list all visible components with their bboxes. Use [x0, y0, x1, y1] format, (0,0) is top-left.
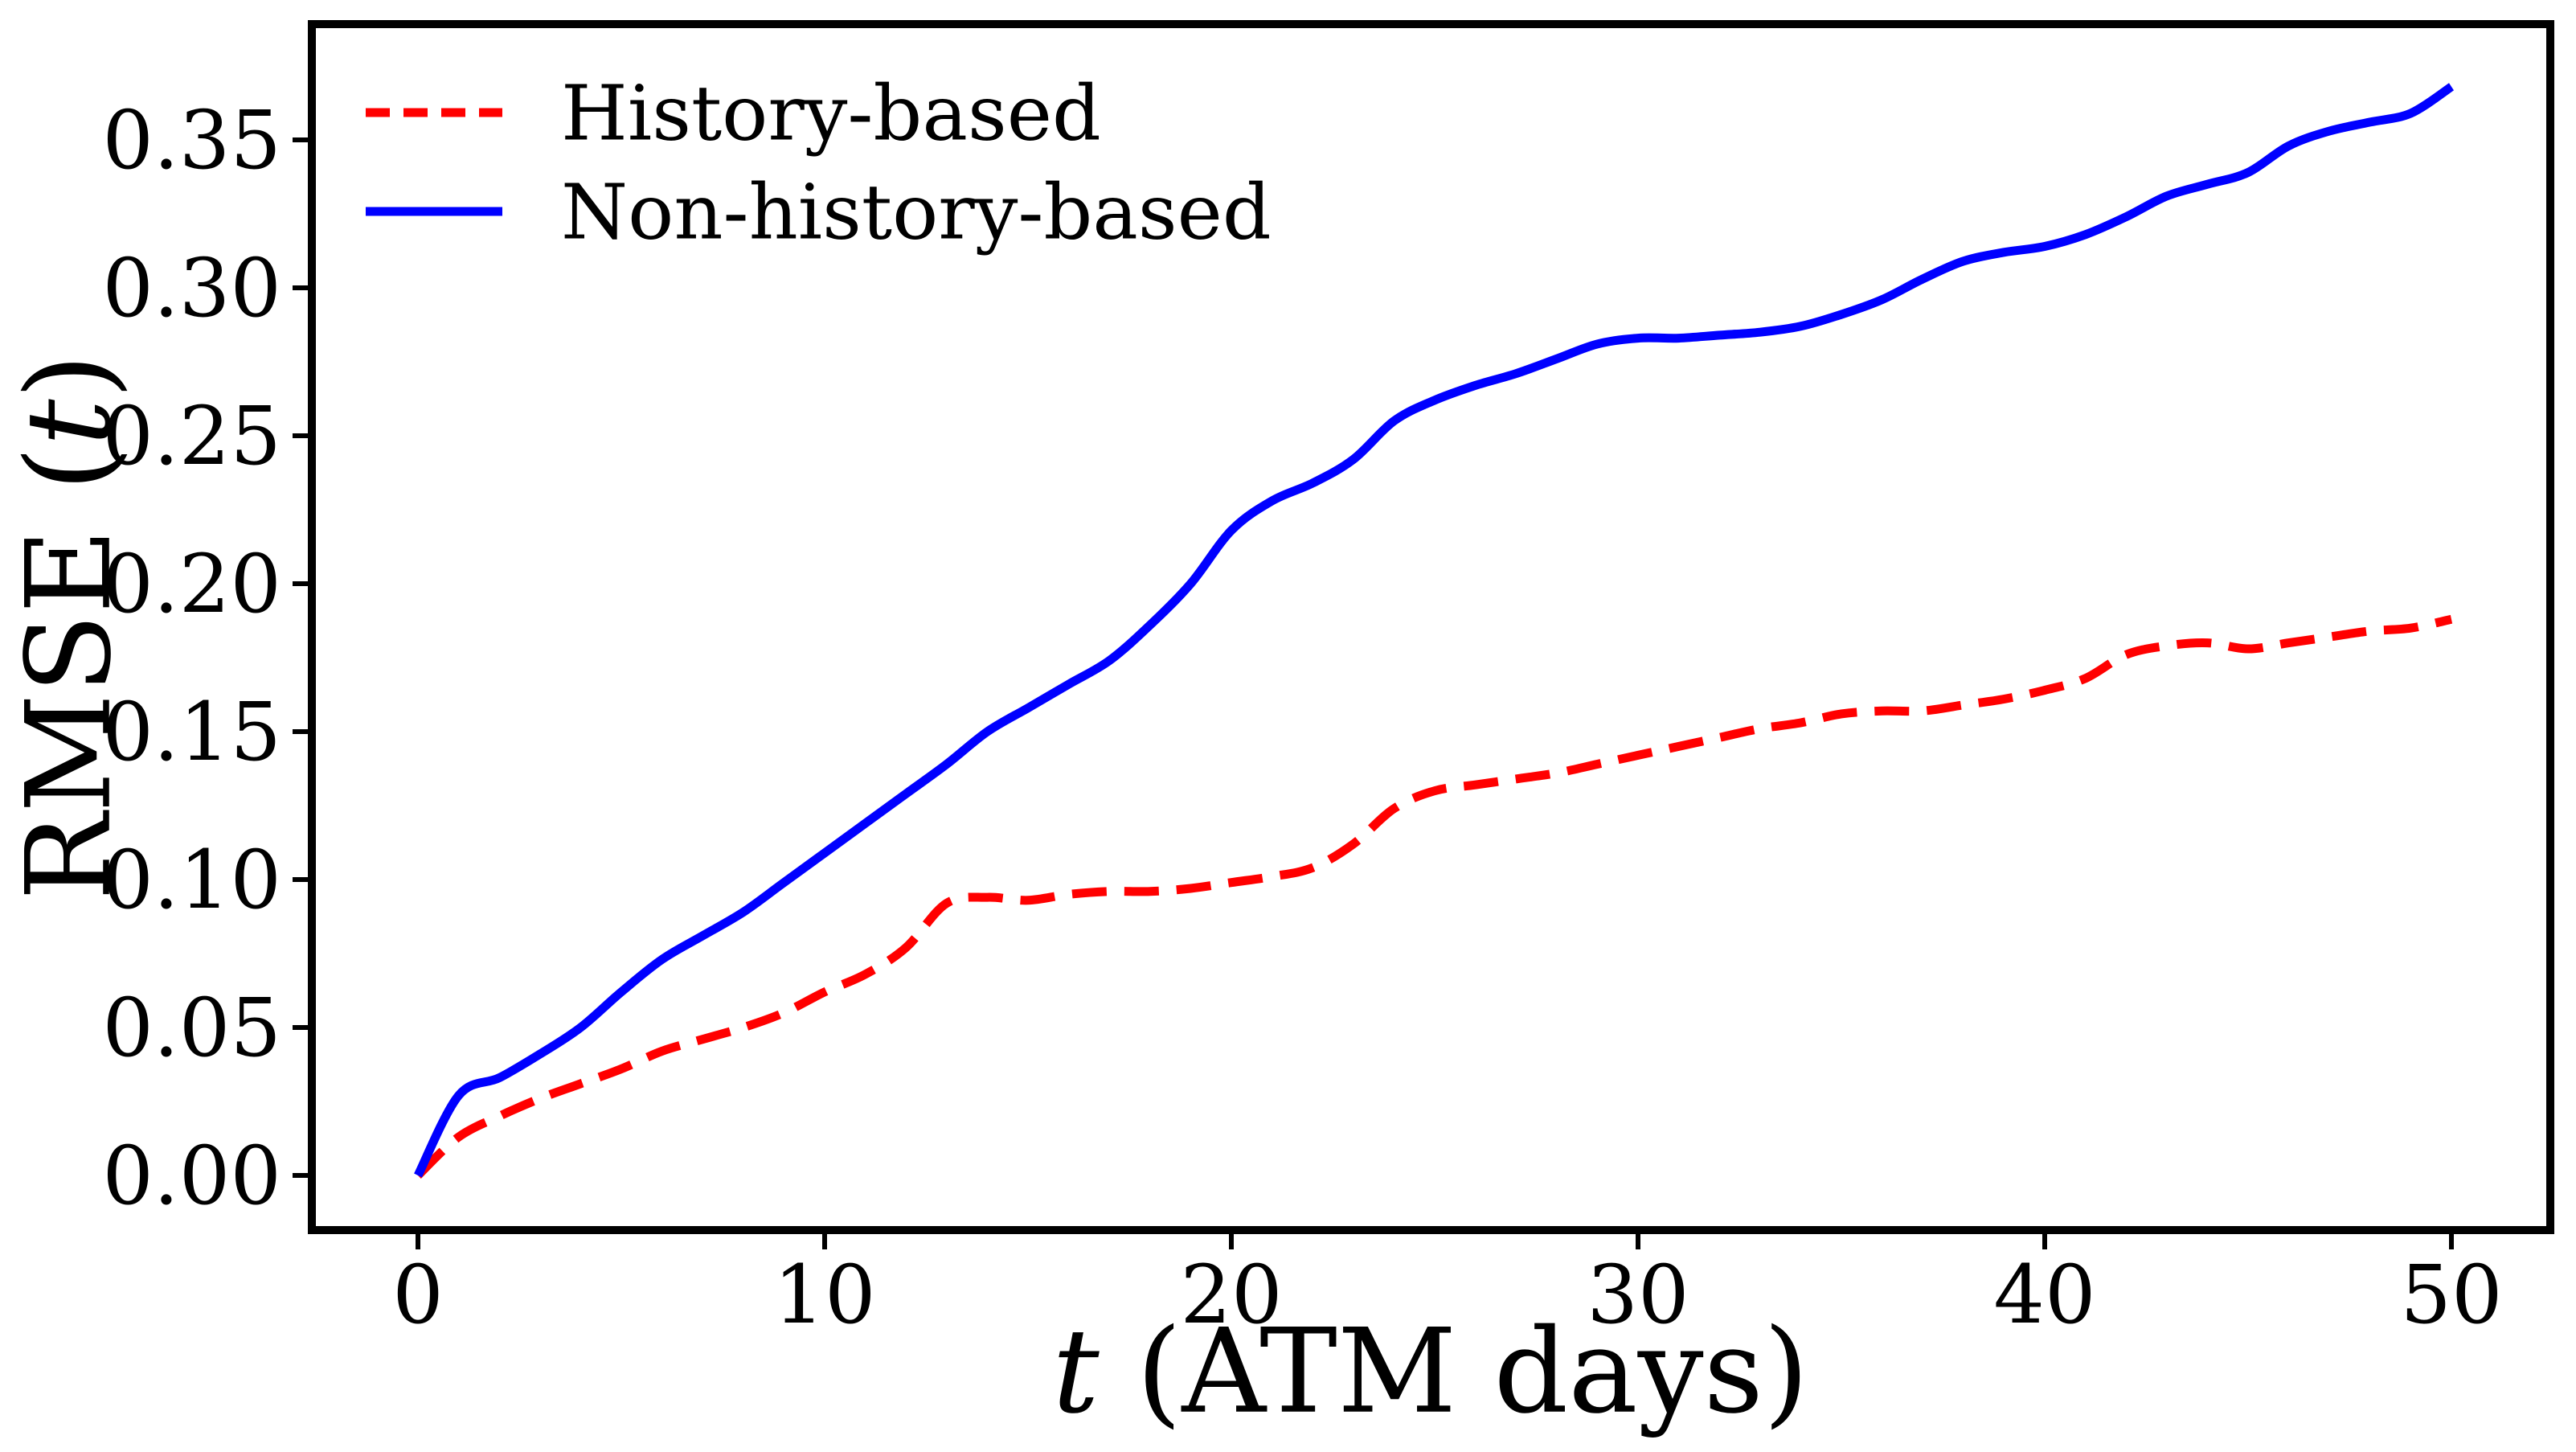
x-axis-label: t (ATM days) — [1052, 1304, 1808, 1440]
history-based-line — [415, 614, 2453, 1179]
y-axis-ticks: 0.00 0.05 0.10 0.15 0.20 0.25 0.30 0.35 — [102, 93, 309, 1223]
x-tick-label-30: 30 — [1587, 1248, 1689, 1342]
x-axis-ticks: 0 10 20 30 40 50 — [392, 1233, 2503, 1342]
x-axis-label-suffix: (ATM days) — [1100, 1304, 1809, 1440]
y-tick-label-0.20: 0.20 — [102, 537, 281, 631]
y-tick-label-0.25: 0.25 — [102, 389, 281, 483]
x-tick-label-0: 0 — [392, 1248, 444, 1342]
y-axis-label-suffix: ) — [2, 354, 137, 400]
y-tick-label-0.05: 0.05 — [102, 981, 281, 1075]
legend-label-history-based: History-based — [561, 69, 1101, 158]
y-tick-label-0.00: 0.00 — [102, 1129, 281, 1223]
y-axis-label: RMSE (t) — [2, 354, 137, 900]
legend-label-non-history-based: Non-history-based — [561, 168, 1272, 256]
y-tick-label-0.15: 0.15 — [102, 685, 281, 779]
non-history-based-line — [414, 83, 2455, 1178]
axes-spines — [308, 20, 2554, 1234]
x-axis-label-variable: t — [1052, 1304, 1100, 1440]
x-tick-label-10: 10 — [773, 1248, 875, 1342]
y-tick-label-0.30: 0.30 — [102, 241, 281, 335]
x-tick-label-40: 40 — [1993, 1248, 2095, 1342]
x-tick-label-20: 20 — [1180, 1248, 1282, 1342]
y-tick-label-0.10: 0.10 — [102, 833, 281, 927]
legend: History-based Non-history-based — [366, 69, 1272, 256]
series-group — [414, 83, 2455, 1179]
x-tick-label-50: 50 — [2400, 1248, 2502, 1342]
y-tick-label-0.35: 0.35 — [102, 93, 281, 187]
y-axis-label-prefix: RMSE ( — [2, 446, 137, 901]
y-axis-label-variable: t — [2, 399, 137, 446]
